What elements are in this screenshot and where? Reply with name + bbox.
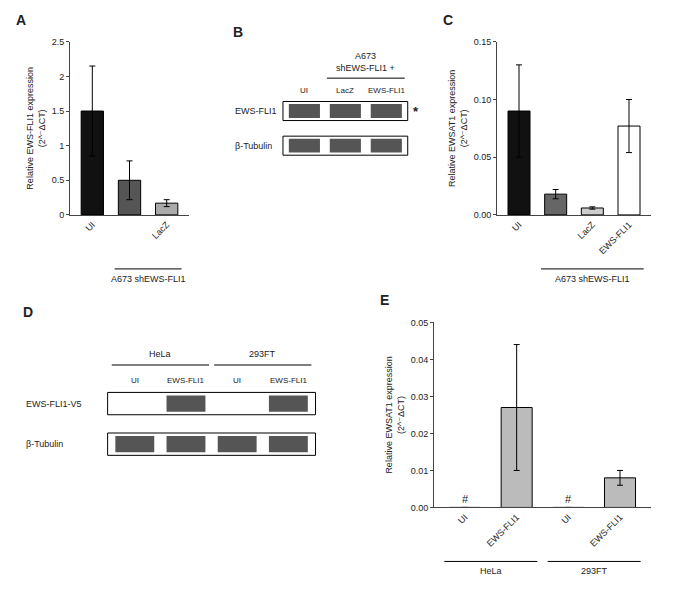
svg-text:0.10: 0.10 [474, 95, 492, 105]
svg-text:Relative EWSAT1 expression(2^⁻: Relative EWSAT1 expression(2^⁻ΔCT) [447, 70, 469, 187]
svg-text:*: * [413, 104, 419, 119]
svg-text:0.05: 0.05 [474, 152, 492, 162]
svg-text:1: 1 [59, 141, 64, 151]
svg-text:0.03: 0.03 [411, 392, 429, 402]
svg-text:Relative EWSAT1 expression(2^⁻: Relative EWSAT1 expression(2^⁻ΔCT) [384, 356, 406, 473]
svg-text:1.5: 1.5 [52, 106, 65, 116]
svg-text:EWS-FLI1: EWS-FLI1 [235, 106, 277, 116]
svg-text:293FT: 293FT [581, 566, 608, 576]
svg-text:β-Tubulin: β-Tubulin [235, 141, 272, 151]
svg-text:E: E [380, 292, 389, 308]
svg-text:UI: UI [83, 220, 96, 233]
svg-text:0.00: 0.00 [474, 210, 492, 220]
svg-text:#: # [462, 493, 469, 505]
svg-text:0.02: 0.02 [411, 429, 429, 439]
svg-text:EWS-FLI1: EWS-FLI1 [597, 220, 633, 256]
svg-text:LacZ: LacZ [576, 219, 598, 241]
svg-text:0.15: 0.15 [474, 37, 492, 47]
svg-text:293FT: 293FT [249, 349, 276, 359]
svg-text:UI: UI [300, 86, 308, 95]
svg-text:UI: UI [559, 512, 572, 525]
svg-text:EWS-FLI1: EWS-FLI1 [270, 376, 307, 385]
svg-text:D: D [23, 304, 33, 320]
svg-text:EWS-FLI1: EWS-FLI1 [368, 86, 405, 95]
svg-text:UI: UI [510, 220, 523, 233]
svg-text:#: # [565, 493, 572, 505]
svg-text:Relative EWS-FLI1 expression(2: Relative EWS-FLI1 expression(2^⁻ΔCT) [25, 67, 47, 190]
svg-text:EWS-FLI1-V5: EWS-FLI1-V5 [26, 399, 82, 409]
svg-text:A673 shEWS-FLI1: A673 shEWS-FLI1 [555, 274, 630, 284]
svg-text:A673 shEWS-FLI1: A673 shEWS-FLI1 [111, 274, 186, 284]
svg-text:HeLa: HeLa [149, 349, 171, 359]
svg-text:0.5: 0.5 [52, 175, 65, 185]
svg-text:0: 0 [59, 210, 64, 220]
svg-text:UI: UI [456, 512, 469, 525]
svg-text:UI: UI [131, 376, 139, 385]
svg-text:LacZ: LacZ [336, 86, 354, 95]
svg-text:0.05: 0.05 [411, 318, 429, 328]
svg-text:B: B [233, 24, 243, 40]
svg-text:0.04: 0.04 [411, 355, 429, 365]
svg-text:UI: UI [233, 376, 241, 385]
svg-text:EWS-FLI1: EWS-FLI1 [167, 376, 204, 385]
svg-text:HeLa: HeLa [480, 566, 502, 576]
svg-text:LacZ: LacZ [150, 219, 172, 241]
svg-text:A673shEWS-FLI1 +: A673shEWS-FLI1 + [336, 51, 395, 73]
svg-text:A: A [16, 12, 26, 28]
svg-text:0.01: 0.01 [411, 466, 429, 476]
svg-text:0.00: 0.00 [411, 503, 429, 513]
svg-text:β-Tubulin: β-Tubulin [26, 439, 63, 449]
svg-text:EWS-FLI1: EWS-FLI1 [485, 512, 521, 548]
svg-text:2.5: 2.5 [52, 37, 65, 47]
svg-text:2: 2 [59, 72, 64, 82]
svg-text:C: C [443, 12, 453, 28]
svg-text:EWS-FLI1: EWS-FLI1 [588, 512, 624, 548]
